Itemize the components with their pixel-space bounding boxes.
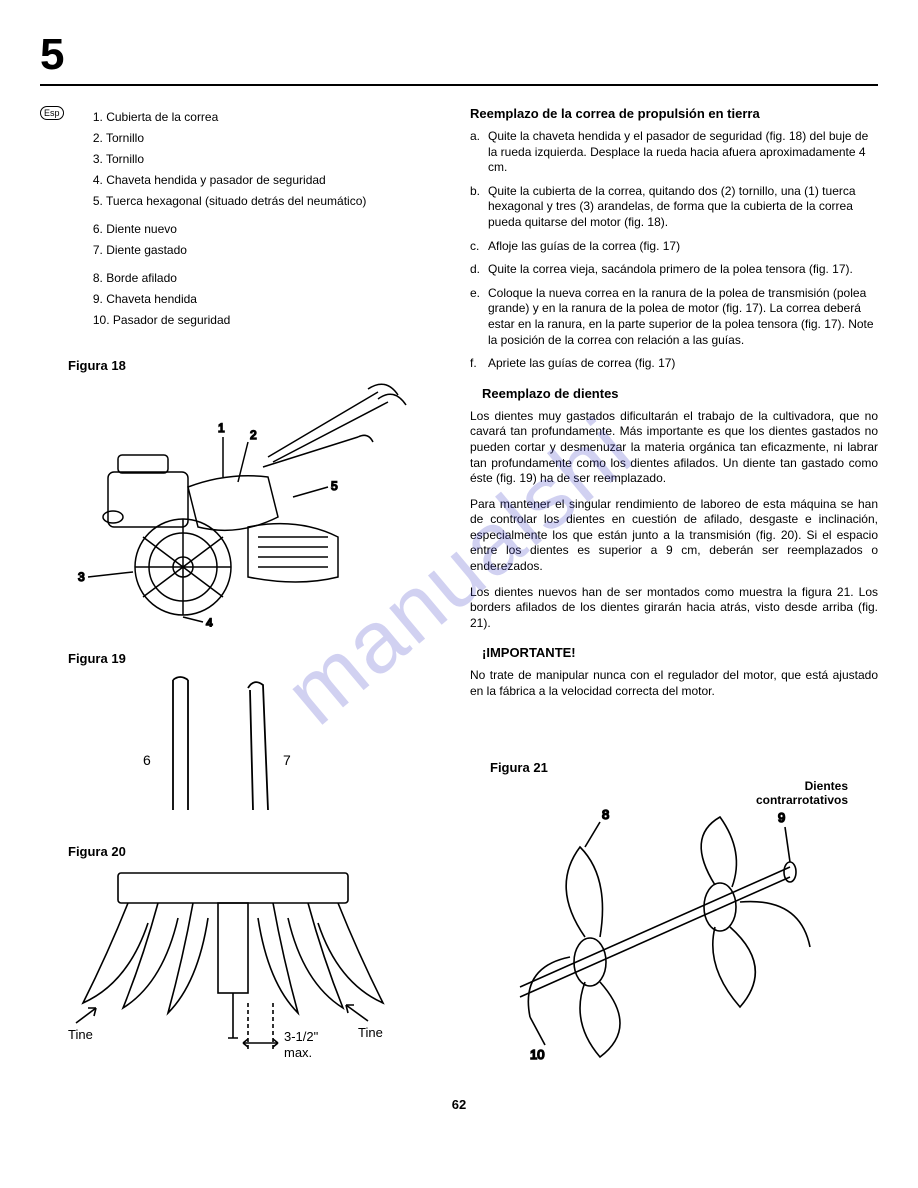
part-item: 2. Tornillo <box>93 131 367 145</box>
part-item: 6. Diente nuevo <box>93 222 367 236</box>
svg-text:max.: max. <box>284 1045 312 1060</box>
paragraph: No trate de manipular nunca con el regul… <box>470 668 878 699</box>
figure-19-illustration: 6 7 <box>68 670 440 820</box>
page-number: 62 <box>40 1097 878 1112</box>
svg-text:Tine: Tine <box>68 1027 93 1042</box>
svg-text:7: 7 <box>283 752 291 768</box>
figure-20-illustration: Tine Tine 3-1/2" max. <box>68 863 440 1073</box>
figure-20-label: Figura 20 <box>68 844 440 859</box>
part-item: 7. Diente gastado <box>93 243 367 257</box>
figure-21-subtitle: Dientescontrarrotativos <box>470 779 848 808</box>
figure-19-label: Figura 19 <box>68 651 440 666</box>
svg-text:3-1/2": 3-1/2" <box>284 1029 319 1044</box>
part-item: 10. Pasador de seguridad <box>93 313 367 327</box>
svg-text:8: 8 <box>602 807 609 822</box>
paragraph: Para mantener el singular rendimiento de… <box>470 497 878 575</box>
step-item: e.Coloque la nueva correa en la ranura d… <box>470 286 878 348</box>
step-item: b.Quite la cubierta de la correa, quitan… <box>470 184 878 231</box>
part-item: 9. Chaveta hendida <box>93 292 367 306</box>
part-item: 5. Tuerca hexagonal (situado detrás del … <box>93 194 367 208</box>
svg-text:Tine: Tine <box>358 1025 383 1040</box>
svg-text:10: 10 <box>530 1047 544 1062</box>
svg-text:6: 6 <box>143 752 151 768</box>
paragraph: Los dientes nuevos han de ser montados c… <box>470 585 878 632</box>
svg-text:1: 1 <box>218 421 225 435</box>
step-item: f.Apriete las guías de correa (fig. 17) <box>470 356 878 372</box>
header-rule <box>40 84 878 86</box>
svg-text:3: 3 <box>78 570 85 584</box>
part-item: 1. Cubierta de la correa <box>93 110 367 124</box>
heading-tine-replacement: Reemplazo de dientes <box>482 386 878 401</box>
part-item: 8. Borde afilado <box>93 271 367 285</box>
paragraph: Los dientes muy gastados dificultarán el… <box>470 409 878 487</box>
heading-important: ¡IMPORTANTE! <box>482 645 878 660</box>
svg-text:2: 2 <box>250 428 257 442</box>
step-item: d.Quite la correa vieja, sacándola prime… <box>470 262 878 278</box>
svg-text:4: 4 <box>206 616 213 627</box>
svg-text:5: 5 <box>331 479 338 493</box>
figure-18-label: Figura 18 <box>68 358 440 373</box>
heading-belt-replacement: Reemplazo de la correa de propulsión en … <box>470 106 878 121</box>
part-item: 3. Tornillo <box>93 152 367 166</box>
language-badge: Esp <box>40 106 64 120</box>
figure-21-label: Figura 21 <box>490 760 878 775</box>
section-number: 5 <box>40 30 878 80</box>
part-item: 4. Chaveta hendida y pasador de segurida… <box>93 173 367 187</box>
svg-text:9: 9 <box>778 810 785 825</box>
figure-21-illustration: 8 9 10 <box>490 807 878 1070</box>
figure-18-illustration: 1 2 5 3 4 <box>68 377 440 627</box>
step-item: a.Quite la chaveta hendida y el pasador … <box>470 129 878 176</box>
step-item: c.Afloje las guías de la correa (fig. 17… <box>470 239 878 255</box>
parts-list-container: Esp 1. Cubierta de la correa 2. Tornillo… <box>40 106 440 334</box>
